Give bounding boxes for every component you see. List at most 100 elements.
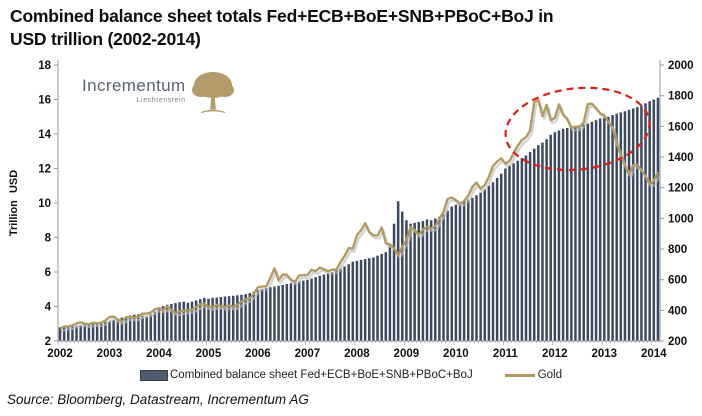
balance-sheet-bar — [396, 201, 400, 341]
x-axis-year-label: 2013 — [591, 348, 617, 360]
balance-sheet-bar — [644, 103, 647, 341]
balance-sheet-bar — [310, 278, 313, 341]
balance-sheet-bar — [582, 124, 585, 341]
balance-sheet-bar — [318, 275, 322, 341]
balance-sheet-bar — [124, 316, 128, 341]
balance-sheet-bar — [384, 252, 388, 341]
balance-sheet-bar — [541, 142, 544, 342]
balance-sheet-bar — [240, 294, 243, 341]
balance-sheet-bar — [166, 304, 169, 341]
balance-sheet-bar — [120, 317, 124, 341]
x-axis: 2002 2003 2004 2005 2006 2007 2008 2009 2010 2011… — [47, 341, 667, 360]
logo-name: Incrementum — [82, 76, 186, 95]
balance-sheet-bar — [401, 211, 404, 342]
balance-sheet-bar — [483, 189, 486, 341]
balance-sheet-bar — [269, 287, 272, 341]
balance-sheet-bar — [594, 120, 598, 341]
balance-sheet-bar — [83, 324, 87, 341]
left-axis-tick-label: 18 — [38, 60, 51, 72]
balance-sheet-bar — [108, 321, 111, 341]
balance-sheet-bar — [223, 296, 227, 341]
balance-sheet-bar — [631, 108, 635, 341]
balance-sheet-bar — [545, 139, 548, 341]
right-axis: 200 400 600 800 1000 1200 1400 1600 1800 2000 — [660, 60, 694, 348]
right-axis-tick-label: 1800 — [668, 91, 694, 103]
balance-sheet-bar — [343, 266, 346, 341]
legend-gold-swatch — [504, 373, 535, 377]
left-axis-tick-label: 2 — [45, 336, 51, 348]
balance-sheet-bar — [520, 158, 524, 341]
left-axis-tick-label: 4 — [45, 302, 52, 314]
left-axis-tick-label: 14 — [38, 129, 51, 141]
right-axis-tick-label: 1000 — [668, 213, 694, 225]
balance-sheet-bar — [557, 130, 561, 341]
balance-sheet-bar — [434, 218, 437, 341]
balance-sheet-bar — [623, 111, 627, 341]
chart-title-line2: USD trillion (2002-2014) — [10, 28, 201, 49]
balance-sheet-bar — [516, 160, 519, 341]
balance-sheet-bar — [607, 116, 610, 341]
balance-sheet-bar — [524, 155, 528, 341]
logo-wordmark: Incrementum Liechtenstein — [82, 76, 186, 104]
balance-sheet-bar — [297, 281, 301, 341]
balance-sheet-bar — [174, 303, 177, 341]
chart-title-line1: Combined balance sheet totals Fed+ECB+Bo… — [10, 6, 554, 26]
x-axis-year-label: 2005 — [196, 348, 222, 360]
balance-sheet-bar — [561, 128, 565, 341]
balance-sheet-bar — [326, 273, 330, 341]
balance-sheet-bar — [71, 326, 74, 341]
balance-sheet-bar — [553, 132, 557, 341]
balance-sheet-bar — [306, 279, 309, 341]
balance-sheet-bar — [314, 277, 317, 341]
balance-sheet-bar — [335, 270, 338, 341]
balance-sheet-bar — [215, 297, 218, 341]
balance-sheet-bar — [264, 287, 268, 341]
right-axis-tick-label: 800 — [668, 244, 687, 256]
balance-sheet-bar — [409, 223, 412, 341]
balance-sheet-bar — [363, 259, 367, 341]
balance-sheet-bar — [285, 284, 289, 341]
balance-sheet-bar — [227, 296, 231, 341]
legend-gold-label: Gold — [537, 369, 562, 381]
left-axis-tick-label: 16 — [38, 95, 51, 107]
balance-sheet-bar — [392, 223, 396, 341]
balance-sheet-bar — [425, 219, 429, 341]
balance-sheet-bar — [438, 216, 441, 341]
balance-sheet-bar — [256, 290, 260, 341]
balance-sheet-bar — [450, 206, 454, 341]
source-note: Source: Bloomberg, Datastream, Increment… — [7, 392, 309, 407]
balance-sheet-bar — [91, 323, 95, 341]
x-axis-year-label: 2011 — [493, 348, 519, 360]
balance-sheet-bar — [417, 221, 421, 341]
balance-sheet-bar — [67, 326, 70, 341]
balance-sheet-bar — [244, 294, 247, 341]
balance-sheet-bar — [512, 163, 515, 341]
balance-sheet-bar — [339, 268, 342, 341]
balance-sheet-bar — [528, 152, 532, 341]
legend-bar-swatch — [140, 369, 168, 381]
left-axis-tick-label: 6 — [45, 267, 51, 279]
x-axis-year-label: 2003 — [97, 348, 123, 360]
balance-sheet-bar — [380, 253, 383, 341]
x-axis-year-label: 2012 — [542, 348, 568, 360]
balance-sheet-bar — [491, 182, 495, 341]
balance-sheet-bar — [475, 195, 478, 341]
balance-sheet-bar — [137, 314, 140, 341]
right-axis-tick-label: 200 — [668, 336, 687, 348]
balance-sheet-bar — [170, 303, 173, 341]
balance-sheet-bar — [186, 302, 190, 341]
balance-sheet-bar — [198, 299, 202, 341]
balance-sheet-bar — [467, 199, 470, 341]
balance-sheet-bar — [145, 316, 148, 341]
balance-sheet-bar — [586, 123, 590, 342]
left-axis: 2 4 6 8 10 12 14 16 18 Trillion USD — [8, 60, 58, 348]
balance-sheet-bar — [95, 323, 99, 341]
balance-sheet-bar — [273, 286, 276, 341]
right-axis-tick-label: 1200 — [668, 183, 694, 195]
balance-sheet-bar — [133, 314, 136, 341]
x-axis-year-label: 2010 — [443, 348, 469, 360]
tree-icon — [191, 72, 234, 113]
balance-sheet-bar — [302, 280, 305, 342]
x-axis-year-label: 2002 — [47, 348, 73, 360]
